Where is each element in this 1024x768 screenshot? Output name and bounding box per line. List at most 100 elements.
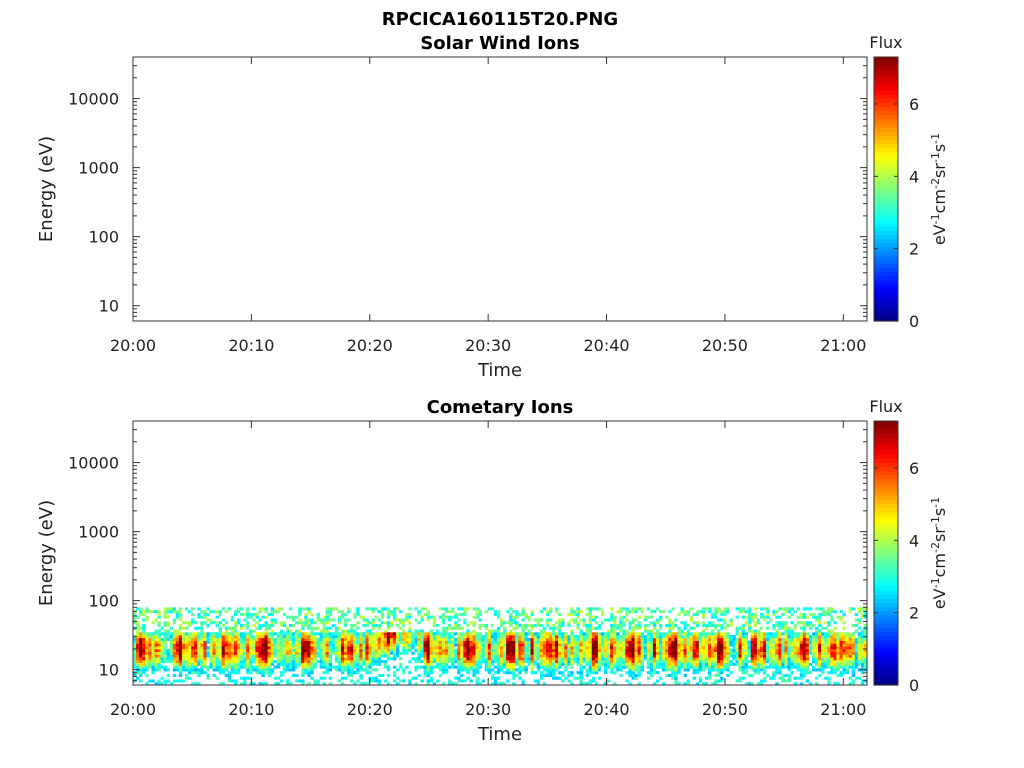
heatmap-cell — [295, 615, 299, 619]
heatmap-cell — [252, 635, 256, 639]
heatmap-cell — [148, 643, 152, 647]
heatmap-cell — [258, 637, 262, 641]
heatmap-cell — [539, 657, 544, 661]
heatmap-cell — [790, 629, 794, 633]
heatmap-cell — [411, 646, 415, 650]
heatmap-cell — [542, 629, 547, 633]
heatmap-cell — [585, 643, 589, 647]
heatmap-cell — [212, 610, 216, 614]
heatmap-cell — [570, 607, 574, 611]
heatmap-cell — [695, 621, 700, 625]
colorbar-tick-label: 6 — [909, 95, 919, 114]
heatmap-cell — [191, 654, 195, 658]
heatmap-cell — [790, 621, 794, 625]
heatmap-cell — [741, 607, 745, 611]
colorbar-step — [874, 499, 898, 505]
heatmap-cell — [292, 623, 296, 628]
heatmap-cell — [799, 626, 804, 630]
heatmap-cell — [258, 623, 262, 628]
heatmap-cell — [851, 651, 856, 655]
heatmap-cell — [600, 646, 605, 650]
heatmap-cell — [735, 615, 739, 619]
heatmap-cell — [463, 635, 467, 639]
heatmap-cell — [184, 626, 189, 630]
heatmap-cell — [246, 623, 250, 628]
colorbar-step — [874, 263, 898, 268]
heatmap-cell — [368, 640, 372, 644]
x-tick-label: 20:30 — [465, 336, 511, 355]
heatmap-cell — [227, 626, 232, 630]
heatmap-cell — [362, 682, 366, 686]
colorbar-step — [874, 421, 898, 426]
heatmap-cell — [212, 662, 216, 666]
heatmap-cell — [166, 629, 170, 633]
heatmap-cell — [408, 648, 412, 653]
heatmap-cell — [723, 610, 727, 614]
heatmap-cell — [380, 660, 385, 664]
x-axis-label-solar-wind-ions: Time — [477, 360, 522, 381]
heatmap-cell — [484, 610, 489, 614]
heatmap-cell — [163, 651, 167, 655]
heatmap-cell — [555, 651, 559, 655]
heatmap-cell — [640, 637, 645, 641]
heatmap-cell — [484, 660, 489, 664]
heatmap-cell — [276, 643, 281, 647]
heatmap-cell — [561, 643, 565, 647]
heatmap-cell — [365, 646, 369, 650]
heatmap-cell — [292, 643, 296, 647]
heatmap-cell — [356, 640, 360, 644]
heatmap-cell — [698, 665, 703, 669]
heatmap-cell — [154, 654, 158, 658]
heatmap-cell — [469, 657, 473, 661]
heatmap-cell — [591, 637, 596, 641]
heatmap-cell — [805, 635, 810, 639]
heatmap-cell — [426, 651, 430, 655]
heatmap-cell — [506, 610, 510, 614]
heatmap-cell — [799, 643, 804, 647]
heatmap-cell — [212, 657, 216, 661]
heatmap-cell — [591, 651, 596, 655]
heatmap-cell — [744, 615, 749, 619]
heatmap-cell — [717, 607, 721, 611]
heatmap-cell — [353, 671, 357, 675]
heatmap-cell — [337, 640, 342, 644]
heatmap-cell — [316, 637, 320, 641]
heatmap-cell — [714, 654, 718, 658]
heatmap-cell — [802, 660, 807, 664]
heatmap-cell — [717, 643, 721, 647]
heatmap-cell — [347, 668, 351, 672]
heatmap-cell — [451, 635, 455, 639]
heatmap-cell — [356, 637, 360, 641]
heatmap-cell — [172, 618, 177, 622]
heatmap-cell — [802, 657, 807, 661]
heatmap-cell — [184, 673, 189, 677]
heatmap-cell — [301, 635, 305, 639]
heatmap-cell — [704, 648, 709, 653]
heatmap-cell — [845, 646, 849, 650]
heatmap-cell — [625, 643, 629, 647]
heatmap-cell — [334, 637, 339, 641]
heatmap-cell — [827, 662, 831, 666]
heatmap-cell — [551, 662, 556, 666]
heatmap-cell — [460, 640, 464, 644]
heatmap-cell — [145, 660, 149, 664]
heatmap-cell — [267, 632, 271, 636]
heatmap-cell — [555, 610, 559, 614]
heatmap-cell — [796, 654, 801, 658]
heatmap-cell — [503, 654, 507, 658]
heatmap-cell — [246, 668, 250, 672]
heatmap-cell — [337, 654, 342, 658]
heatmap-cell — [304, 643, 308, 647]
heatmap-cell — [273, 665, 278, 669]
heatmap-cell — [668, 643, 672, 647]
heatmap-cell — [316, 615, 320, 619]
heatmap-cell — [729, 635, 733, 639]
heatmap-cell — [285, 682, 290, 686]
heatmap-cell — [451, 643, 455, 647]
heatmap-cell — [548, 632, 553, 636]
heatmap-cell — [515, 635, 519, 639]
colorbar-step — [874, 259, 898, 264]
heatmap-cell — [169, 610, 174, 614]
heatmap-cell — [659, 640, 663, 644]
heatmap-cell — [674, 643, 678, 647]
